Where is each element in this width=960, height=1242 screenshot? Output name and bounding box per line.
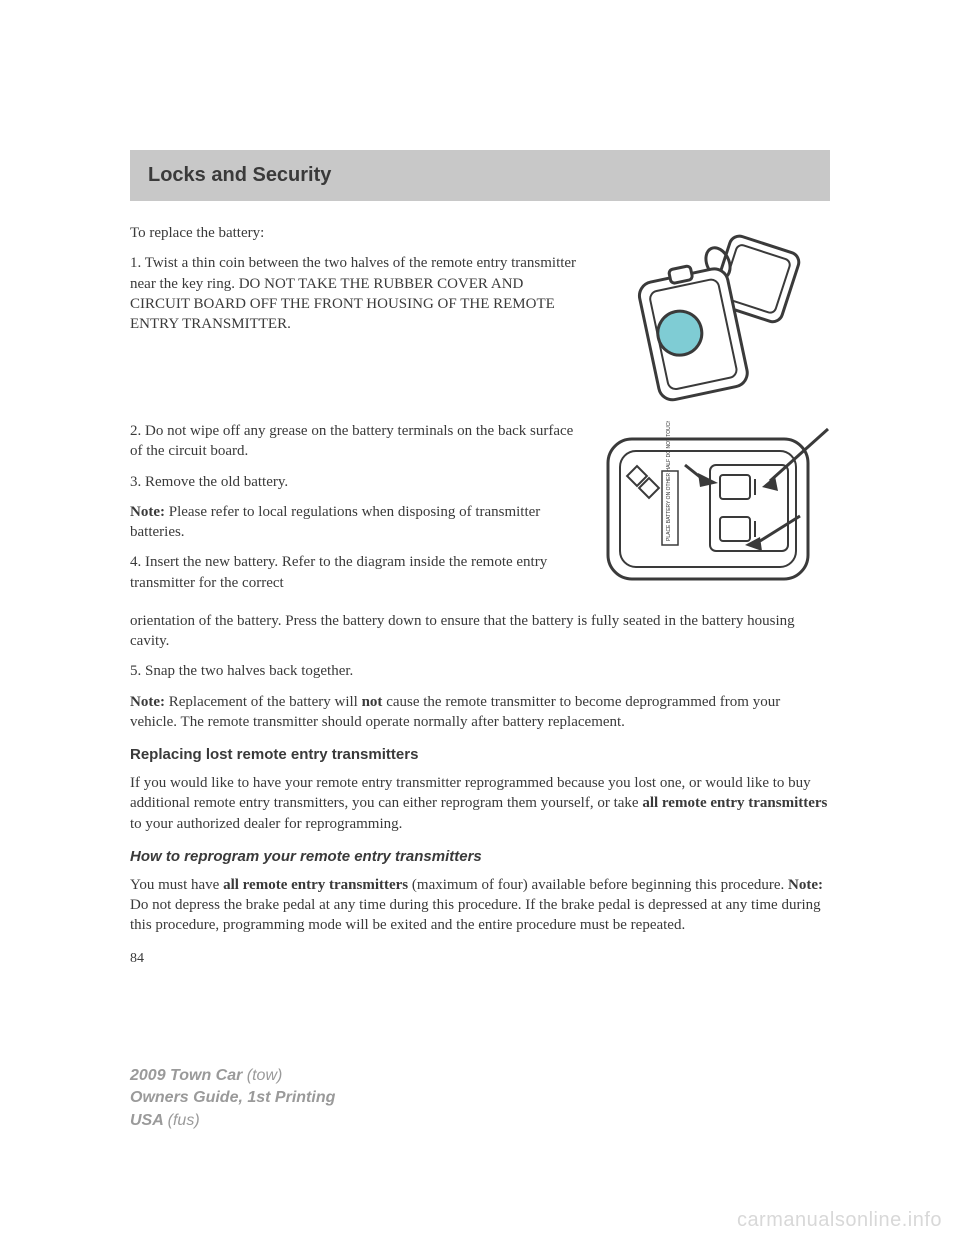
para-how-mid: (maximum of four) available before begin… <box>408 877 788 893</box>
footer-code1: (tow) <box>247 1067 283 1084</box>
step5-text: 5. Snap the two halves back together. <box>130 661 830 681</box>
para-how-bold2: Note: <box>788 877 823 893</box>
note1-text: Please refer to local regulations when d… <box>130 504 540 540</box>
step2-text: 2. Do not wipe off any grease on the bat… <box>130 421 580 462</box>
circuit-svg: PLACE BATTERY ON OTHER HALF DO NOT TOUCH… <box>600 421 830 591</box>
footer-region: USA <box>130 1112 168 1129</box>
footer-block: 2009 Town Car (tow) Owners Guide, 1st Pr… <box>130 1065 335 1132</box>
para-how-post: Do not depress the brake pedal at any ti… <box>130 897 821 933</box>
step3-text: 3. Remove the old battery. <box>130 472 580 492</box>
diagram-label-text: PLACE BATTERY ON OTHER HALF DO NOT TOUCH… <box>666 421 672 541</box>
note1: Note: Please refer to local regulations … <box>130 502 580 543</box>
step4-partial: 4. Insert the new battery. Refer to the … <box>130 552 580 593</box>
para-rep-bold: all remote entry transmitters <box>642 795 827 811</box>
para-replacing: If you would like to have your remote en… <box>130 773 830 834</box>
footer-model: 2009 Town Car <box>130 1067 247 1084</box>
para-how-bold1: all remote entry transmitters <box>223 877 408 893</box>
page-number: 84 <box>130 950 830 969</box>
subhead-howto: How to reprogram your remote entry trans… <box>130 848 830 865</box>
step1-row: To replace the battery: 1. Twist a thin … <box>130 223 830 413</box>
footer-line1: 2009 Town Car (tow) <box>130 1065 335 1087</box>
intro-text: To replace the battery: <box>130 223 580 243</box>
footer-line2: Owners Guide, 1st Printing <box>130 1087 335 1109</box>
subhead-replacing: Replacing lost remote entry transmitters <box>130 746 830 763</box>
note1-label: Note: <box>130 504 165 520</box>
section-title: Locks and Security <box>148 164 331 186</box>
para-rep-post: to your authorized dealer for reprogramm… <box>130 816 402 832</box>
section-header-band: Locks and Security <box>130 150 830 201</box>
keyfob-svg <box>610 223 820 413</box>
step1-text-col: To replace the battery: 1. Twist a thin … <box>130 223 580 413</box>
watermark: carmanualsonline.info <box>737 1209 942 1232</box>
step2to4-row: 2. Do not wipe off any grease on the bat… <box>130 421 830 603</box>
para-howto: You must have all remote entry transmitt… <box>130 875 830 936</box>
note2-label: Note: <box>130 694 165 710</box>
footer-code2: (fus) <box>168 1112 200 1129</box>
keyfob-diagram <box>600 223 830 413</box>
step4-cont: orientation of the battery. Press the ba… <box>130 611 830 652</box>
footer-line3: USA (fus) <box>130 1110 335 1132</box>
step1-text: 1. Twist a thin coin between the two hal… <box>130 253 580 334</box>
note2-bold: not <box>362 694 383 710</box>
manual-page: Locks and Security To replace the batter… <box>0 0 960 968</box>
circuit-diagram: PLACE BATTERY ON OTHER HALF DO NOT TOUCH… <box>600 421 830 603</box>
note2: Note: Replacement of the battery will no… <box>130 692 830 733</box>
para-how-pre: You must have <box>130 877 223 893</box>
note2-pre: Replacement of the battery will <box>165 694 362 710</box>
step2to4-text-col: 2. Do not wipe off any grease on the bat… <box>130 421 580 603</box>
